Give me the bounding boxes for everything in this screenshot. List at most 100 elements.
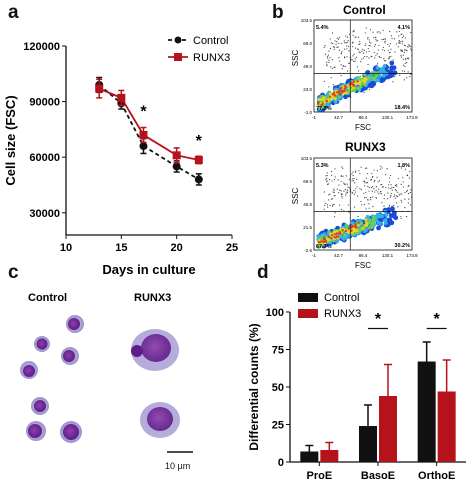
panel-a-line-chart: 30000 60000 90000 120000 10 15 20 25 Days in cul…	[3, 35, 238, 277]
event-dot	[341, 195, 343, 198]
event-dot	[404, 206, 406, 209]
quadrant-bl: 67.7%	[316, 244, 332, 250]
series-line-runx3	[98, 87, 199, 161]
event-dot	[360, 61, 362, 63]
event-dot	[342, 175, 344, 177]
density-dot	[391, 210, 397, 216]
event-dot	[398, 41, 400, 43]
event-dot	[408, 45, 411, 47]
flow-plot-runx3: 5.3% 1.8% 67.7% 30.2% 103.5 69.6 45.6 21.5 -2.5-…	[291, 156, 418, 270]
data-point	[139, 142, 148, 151]
event-dot	[325, 180, 328, 182]
event-dot	[359, 41, 361, 43]
event-dot	[338, 36, 341, 39]
event-dot	[368, 50, 370, 52]
event-dot	[363, 49, 366, 51]
density-dot	[345, 91, 348, 94]
y-tick-label: 60000	[29, 152, 60, 164]
event-dot	[389, 177, 391, 179]
event-dot	[360, 166, 362, 168]
density-dot	[351, 225, 354, 228]
event-dot	[393, 38, 396, 40]
event-dot	[368, 186, 370, 188]
event-dot	[326, 177, 328, 179]
event-dot	[354, 36, 356, 38]
event-dot	[345, 175, 347, 177]
event-dot	[368, 88, 371, 91]
event-dot	[372, 186, 374, 188]
event-dot	[340, 53, 342, 55]
density-dot	[352, 80, 355, 84]
density-dot	[376, 78, 381, 82]
legend-swatch	[298, 309, 318, 318]
event-dot	[336, 46, 338, 48]
quadrant-bl: 77.3%	[316, 106, 332, 112]
event-dot	[406, 57, 409, 60]
event-dot	[351, 173, 353, 175]
event-dot	[368, 57, 370, 59]
quadrant-tl: 5.4%	[316, 25, 329, 31]
event-dot	[388, 206, 390, 208]
data-point	[172, 162, 181, 171]
event-dot	[390, 35, 392, 37]
event-dot	[353, 53, 355, 55]
density-dot	[320, 103, 323, 107]
data-point	[194, 175, 203, 184]
event-dot	[335, 43, 337, 45]
event-dot	[365, 27, 367, 29]
event-dot	[334, 168, 336, 170]
event-dot	[327, 206, 329, 208]
event-dot	[354, 58, 356, 60]
event-dot	[331, 180, 333, 182]
flow-plot-control: 5.4% 4.1% 77.3% 18.4% 103.5 69.0 49.0 23.0 -1.0-…	[291, 18, 418, 132]
event-dot	[364, 44, 366, 47]
event-dot	[398, 30, 400, 33]
density-dot	[321, 98, 325, 102]
x-tick-label: 42.7	[334, 253, 343, 258]
event-dot	[330, 198, 333, 200]
panel-letter-c: c	[8, 262, 19, 283]
event-dot	[331, 32, 334, 34]
density-dot	[356, 87, 361, 91]
event-dot	[340, 175, 342, 177]
event-dot	[368, 190, 370, 192]
event-dot	[377, 40, 379, 42]
event-dot	[356, 186, 358, 188]
event-dot	[406, 77, 408, 79]
event-dot	[392, 59, 394, 61]
density-dot	[320, 105, 324, 109]
density-dot	[345, 86, 348, 89]
y-axis-label: Differential counts (%)	[247, 323, 261, 450]
event-dot	[383, 198, 385, 200]
density-dot	[341, 91, 344, 94]
event-dot	[354, 191, 357, 193]
density-dot	[334, 94, 337, 97]
event-dot	[407, 202, 409, 204]
event-dot	[329, 193, 331, 195]
y-axis-label: SSC	[291, 50, 300, 67]
event-dot	[369, 29, 372, 31]
event-dot	[404, 65, 406, 68]
event-dot	[390, 55, 392, 57]
event-dot	[328, 86, 330, 88]
event-dot	[363, 180, 365, 182]
event-dot	[329, 57, 331, 59]
significance-star: *	[434, 311, 441, 328]
event-dot	[404, 198, 406, 200]
event-dot	[346, 189, 349, 191]
event-dot	[397, 46, 399, 48]
event-dot	[357, 215, 359, 218]
density-dot	[357, 224, 360, 227]
event-dot	[325, 178, 327, 181]
density-dot	[337, 95, 341, 99]
event-dot	[343, 57, 346, 59]
event-dot	[410, 46, 412, 48]
event-dot	[368, 44, 370, 47]
event-dot	[352, 171, 354, 173]
y-tick-label: -2.5	[304, 248, 312, 253]
density-dot	[379, 213, 383, 218]
event-dot	[352, 55, 354, 57]
event-dot	[324, 44, 326, 47]
event-dot	[408, 177, 411, 179]
density-dot	[367, 75, 371, 80]
